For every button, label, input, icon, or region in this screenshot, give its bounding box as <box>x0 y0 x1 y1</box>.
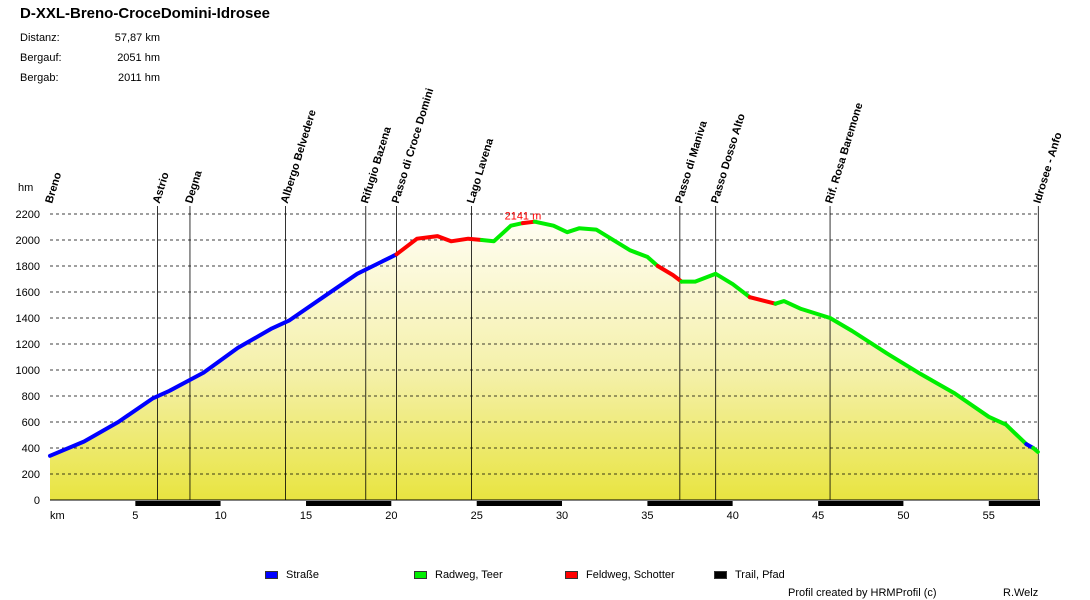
y-tick-label: 2000 <box>16 235 40 247</box>
y-tick-label: 1800 <box>16 261 40 273</box>
surface-bar-segment <box>50 501 136 506</box>
profile-segment-cycle <box>1031 446 1040 454</box>
x-tick-label: 25 <box>471 510 483 522</box>
y-tick-label: 0 <box>34 495 40 507</box>
waypoint-label: Passo di Croce Domini <box>390 87 437 205</box>
profile-segment-cycle <box>773 299 1029 447</box>
waypoint-label: Astrio <box>151 171 172 205</box>
max-elevation-label: 2141 m <box>505 211 542 223</box>
surface-bar-segment <box>647 501 733 506</box>
x-tick-label: 40 <box>727 510 739 522</box>
surface-bar-segment <box>732 501 819 506</box>
y-tick-label: 1600 <box>16 287 40 299</box>
legend-label: Trail, Pfad <box>735 569 785 581</box>
surface-bar-segment <box>988 501 1040 506</box>
y-tick-label: 200 <box>22 469 40 481</box>
stat-label: Bergauf: <box>20 52 62 64</box>
waypoint-label: Degna <box>183 168 205 205</box>
x-tick-label: 35 <box>641 510 653 522</box>
profile-segment-gravel <box>394 234 484 257</box>
waypoint-label: Rifugio Bazena <box>359 125 394 205</box>
legend-swatch <box>714 571 727 580</box>
y-tick-label: 1000 <box>16 365 40 377</box>
x-axis-label: km <box>50 510 65 522</box>
stat-label: Bergab: <box>20 72 59 84</box>
surface-bar-segment <box>476 501 563 506</box>
x-tick-label: 50 <box>897 510 909 522</box>
legend-swatch <box>414 571 427 580</box>
stat-value: 57,87 km <box>114 32 160 44</box>
y-axis-label: hm <box>18 182 33 194</box>
legend-swatch <box>565 571 578 580</box>
waypoint-label: Passo Dosso Alto <box>709 112 748 205</box>
surface-bar-segment <box>818 501 904 506</box>
legend-item-gravel: Feldweg, Schotter <box>565 569 675 581</box>
profile-segment-road <box>48 252 399 458</box>
y-tick-label: 800 <box>22 391 40 403</box>
waypoint-label: Idrosee - Anfo <box>1032 131 1065 205</box>
x-tick-label: 10 <box>215 510 227 522</box>
stat-descent: Bergab: 2011 hm <box>20 72 160 84</box>
legend-swatch <box>265 571 278 580</box>
stat-ascent: Bergauf: 2051 hm <box>20 52 160 64</box>
surface-bar-segment <box>391 501 477 506</box>
surface-bar-segment <box>562 501 648 506</box>
profile-segment-gravel <box>520 219 537 226</box>
stat-label: Distanz: <box>20 32 60 44</box>
waypoint-label: Breno <box>43 171 64 205</box>
y-tick-label: 400 <box>22 443 40 455</box>
x-tick-label: 45 <box>812 510 824 522</box>
y-tick-label: 1400 <box>16 313 40 325</box>
legend-item-trail: Trail, Pfad <box>714 569 785 581</box>
surface-bar-segment <box>220 501 307 506</box>
profile-segment-cycle <box>479 221 525 244</box>
waypoint-label: Rif. Rosa Baremone <box>823 101 865 204</box>
profile-segment-gravel <box>655 264 684 284</box>
x-tick-label: 55 <box>983 510 995 522</box>
waypoint-label: Albergo Belvedere <box>279 108 319 204</box>
x-tick-label: 5 <box>132 510 138 522</box>
profile-segment-cycle <box>532 219 660 268</box>
elevation-area <box>50 221 1038 500</box>
surface-bar-segment <box>903 501 989 506</box>
x-tick-label: 15 <box>300 510 312 522</box>
author-text: R.Welz <box>1003 587 1039 599</box>
y-tick-label: 600 <box>22 417 40 429</box>
waypoint-label: Lago Lavena <box>465 136 496 205</box>
x-tick-label: 30 <box>556 510 568 522</box>
y-tick-label: 1200 <box>16 339 40 351</box>
surface-bar-segment <box>306 501 392 506</box>
credit-text: Profil created by HRMProfil (c) <box>788 587 937 599</box>
legend-label: Feldweg, Schotter <box>586 569 675 581</box>
legend-label: Straße <box>286 569 320 581</box>
profile-segment-cycle <box>679 271 752 300</box>
waypoint-label: Passo di Maniva <box>673 119 710 205</box>
stat-distance: Distanz: 57,87 km <box>20 32 160 44</box>
x-tick-label: 20 <box>385 510 397 522</box>
legend-label: Radweg, Teer <box>435 569 503 581</box>
stat-value: 2011 hm <box>118 72 160 84</box>
profile-segment-gravel <box>747 295 778 306</box>
legend-item-road: Straße <box>265 569 319 581</box>
y-tick-label: 2200 <box>16 209 40 221</box>
legend-item-cycle: Radweg, Teer <box>414 569 503 581</box>
stat-value: 2051 hm <box>117 52 160 64</box>
page-title: D-XXL-Breno-CroceDomini-Idrosee <box>20 5 271 22</box>
surface-bar-segment <box>135 501 221 506</box>
